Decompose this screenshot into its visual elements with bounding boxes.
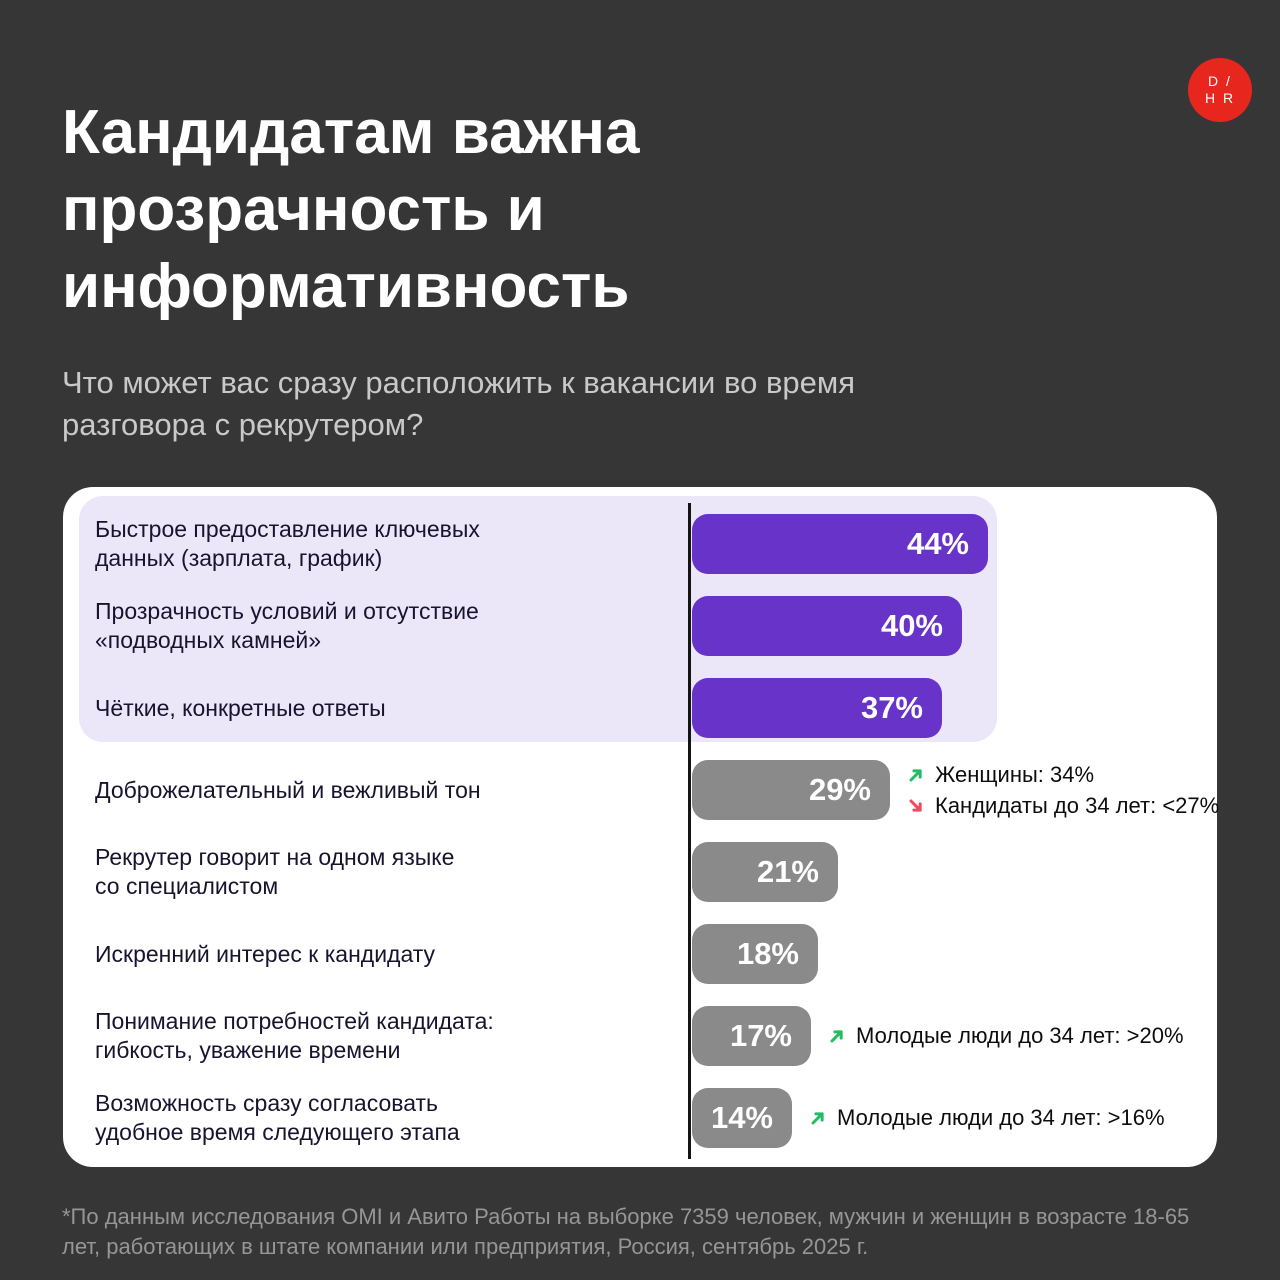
page-title: Кандидатам важна прозрачность и информат… <box>62 98 640 321</box>
chart-row: Рекрутер говорит на одном языке со специ… <box>63 842 1217 902</box>
bar-value: 18% <box>736 936 799 971</box>
chart-row: Чёткие, конкретные ответы 37% <box>63 678 1217 738</box>
annotation-group: Женщины: 34% Кандидаты до 34 лет: <27% <box>906 760 1219 820</box>
bar-value: 44% <box>906 526 969 561</box>
page-subtitle: Что может вас сразу расположить к ваканс… <box>62 365 855 442</box>
source-footnote: *По данным исследования OMI и Авито Рабо… <box>62 1204 1190 1259</box>
annotation-text: Женщины: 34% <box>935 761 1095 787</box>
annotation-group: Молодые люди до 34 лет: >20% <box>827 1006 1184 1066</box>
annotation: Женщины: 34% <box>906 762 1219 788</box>
chart-row: Доброжелательный и вежливый тон 29% Женщ… <box>63 760 1219 820</box>
annotation: Кандидаты до 34 лет: <27% <box>906 793 1219 819</box>
bar: 18% <box>692 924 818 984</box>
annotation: Молодые люди до 34 лет: >16% <box>808 1105 1165 1131</box>
bar-value: 17% <box>729 1018 792 1053</box>
annotation-text: Молодые люди до 34 лет: >20% <box>856 1023 1184 1048</box>
category-label: Чёткие, конкретные ответы <box>95 694 386 721</box>
trend-up-icon <box>830 1030 843 1043</box>
chart-row: Понимание потребностей кандидата: гибкос… <box>63 1006 1217 1066</box>
bar: 40% <box>692 596 962 656</box>
annotation: Молодые люди до 34 лет: >20% <box>827 1023 1184 1049</box>
chart-row: Прозрачность условий и отсутствие «подво… <box>63 596 1217 656</box>
brand-logo-line2: H R <box>1204 90 1236 106</box>
bar: 37% <box>692 678 942 738</box>
annotation-text: Кандидаты до 34 лет: <27% <box>935 792 1220 818</box>
brand-logo-line1: D / <box>1208 73 1232 89</box>
bar-value: 14% <box>710 1100 773 1135</box>
bar: 14% <box>692 1088 792 1148</box>
category-label: Прозрачность условий и отсутствие «подво… <box>95 598 479 653</box>
bar: 17% <box>692 1006 811 1066</box>
bar: 44% <box>692 514 988 574</box>
bar: 21% <box>692 842 838 902</box>
category-label: Понимание потребностей кандидата: гибкос… <box>95 1008 494 1063</box>
axis-line <box>688 503 691 1159</box>
chart-card: Быстрое предоставление ключевых данных (… <box>63 487 1219 1167</box>
bar-value: 21% <box>756 854 819 889</box>
trend-up-icon <box>909 768 922 781</box>
bar-value: 37% <box>860 690 923 725</box>
category-label: Доброжелательный и вежливый тон <box>95 776 481 803</box>
category-label: Быстрое предоставление ключевых данных (… <box>95 516 480 571</box>
chart-row: Возможность сразу согласовать удобное вр… <box>63 1088 1217 1148</box>
bar-value: 29% <box>808 772 871 807</box>
category-label: Искренний интерес к кандидату <box>95 940 436 967</box>
bar-value: 40% <box>880 608 943 643</box>
bar: 29% <box>692 760 890 820</box>
chart-row: Быстрое предоставление ключевых данных (… <box>63 514 1217 574</box>
brand-logo: D / H R <box>1188 58 1252 122</box>
trend-down-icon <box>909 799 922 812</box>
trend-up-icon <box>811 1112 824 1125</box>
category-label: Рекрутер говорит на одном языке со специ… <box>95 844 455 899</box>
annotation-text: Молодые люди до 34 лет: >16% <box>837 1105 1165 1130</box>
category-label: Возможность сразу согласовать удобное вр… <box>95 1090 460 1145</box>
chart-row: Искренний интерес к кандидату 18% <box>63 924 1217 984</box>
annotation-group: Молодые люди до 34 лет: >16% <box>808 1088 1165 1148</box>
